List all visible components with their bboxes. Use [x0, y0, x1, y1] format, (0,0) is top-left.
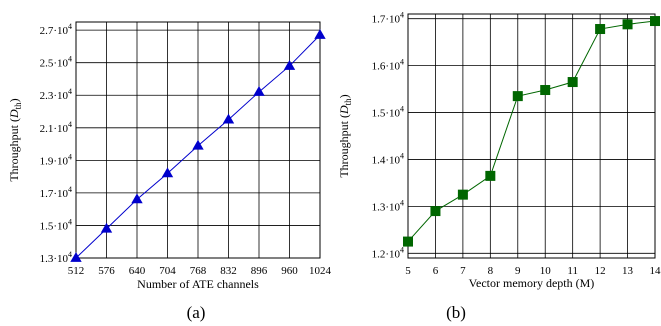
- y-tick-label: 1.4·104: [372, 151, 404, 166]
- figure-caption: (b): [446, 303, 466, 322]
- x-tick-label: 896: [251, 265, 268, 277]
- data-point-marker: [485, 170, 496, 181]
- x-tick-label: 512: [68, 265, 85, 277]
- data-point-marker: [457, 189, 468, 200]
- chart-a: 512 576 640 704 768 832 896 960 1024 1.3·104 1.5·1…: [7, 21, 332, 322]
- data-point-marker: [283, 59, 296, 70]
- x-tick-label: 960: [281, 265, 298, 277]
- y-tick-label: 2.1·104: [40, 120, 72, 135]
- x-tick-label: 10: [540, 265, 552, 277]
- x-tick-label: 12: [595, 265, 606, 277]
- y-tick-label: 1.9·104: [40, 152, 72, 167]
- data-point-marker: [131, 193, 143, 204]
- x-tick-label: 14: [650, 265, 661, 277]
- data-point-marker: [161, 167, 174, 178]
- y-axis-label: Throughput (Dth): [337, 94, 353, 177]
- x-tick-label: 5: [405, 265, 411, 277]
- y-tick-label: 1.3·104: [372, 198, 404, 213]
- data-point-marker: [222, 113, 235, 124]
- x-tick-label: 11: [567, 265, 578, 277]
- data-point-marker: [650, 16, 660, 27]
- y-tick-label: 2.5·104: [40, 55, 72, 70]
- data-point-marker: [540, 85, 551, 96]
- figure-caption: (a): [187, 303, 206, 322]
- chart-b: 5 6 7 8 9 10 11 12 13 14 1.2·104 1.3·104 1.4·104 1.5·…: [337, 11, 661, 322]
- data-point-marker: [70, 252, 82, 262]
- x-axis-label: Vector memory depth (M): [469, 276, 595, 290]
- plot-frame: [75, 21, 321, 259]
- x-tick-label: 6: [433, 265, 439, 277]
- x-tick-label: 832: [220, 265, 237, 277]
- data-point-marker: [100, 222, 113, 233]
- series-line: [407, 20, 656, 242]
- y-axis-label: Throughput (Dth): [7, 98, 23, 181]
- gridlines: [407, 14, 656, 258]
- y-tick-label: 2.3·104: [40, 87, 72, 102]
- y-tick-label: 1.6·104: [372, 58, 404, 73]
- data-point-marker: [595, 24, 606, 35]
- x-tick-label: 640: [129, 265, 146, 277]
- x-tick-label: 576: [98, 265, 115, 277]
- y-tick-label: 2.7·104: [40, 22, 72, 37]
- data-point-marker: [512, 91, 523, 102]
- data-point-marker: [622, 19, 633, 30]
- y-tick-label: 1.7·104: [372, 11, 404, 26]
- x-tick-label: 13: [622, 265, 634, 277]
- x-tick-label: 768: [190, 265, 207, 277]
- plot-frame: [407, 13, 656, 259]
- x-tick-label: 9: [515, 265, 521, 277]
- x-tick-label: 7: [460, 265, 466, 277]
- x-axis-label: Number of ATE channels: [137, 277, 259, 291]
- data-point-marker: [567, 77, 578, 88]
- y-tick-label: 1.3·104: [40, 250, 72, 265]
- gridlines: [75, 22, 321, 259]
- x-tick-label: 1024: [309, 265, 332, 277]
- data-point-marker: [253, 85, 265, 96]
- y-tick-label: 1.2·104: [372, 245, 404, 260]
- y-tick-label: 1.5·104: [40, 217, 72, 232]
- y-tick-label: 1.7·104: [40, 185, 72, 200]
- data-point-marker: [403, 236, 413, 247]
- x-tick-label: 704: [159, 265, 176, 277]
- data-point-marker: [314, 29, 326, 39]
- data-point-marker: [192, 139, 204, 150]
- x-tick-label: 8: [488, 265, 494, 277]
- y-tick-label: 1.5·104: [372, 105, 404, 120]
- data-point-marker: [430, 206, 441, 217]
